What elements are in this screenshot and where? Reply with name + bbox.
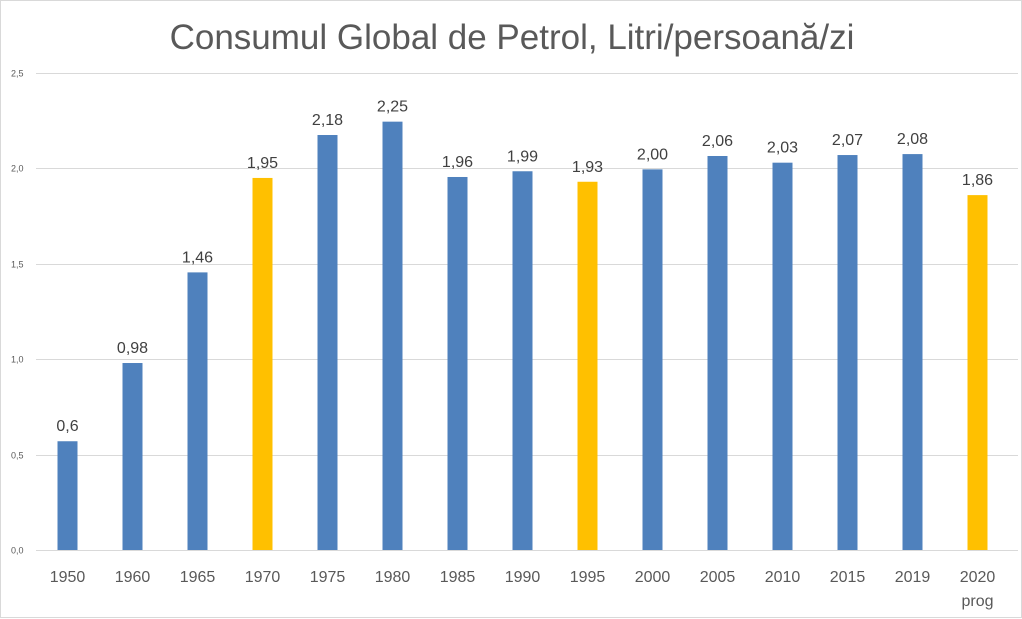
data-label: 2,06: [702, 133, 733, 150]
x-tick-label: 1965: [180, 569, 216, 586]
bar-2010: [772, 162, 793, 550]
x-tick-label: 1985: [440, 569, 476, 586]
data-label: 2,18: [312, 112, 343, 129]
x-tick-label: 1960: [115, 569, 151, 586]
data-labels: 0,6 0,98 1,46 1,95 2,18 2,25 1,96 1,99 1,93 2,00 2…: [56, 99, 993, 436]
x-tick-label: 2005: [700, 569, 736, 586]
data-label: 1,99: [507, 148, 538, 165]
bar-1965: [187, 272, 208, 550]
x-tick-label: 1975: [310, 569, 346, 586]
x-tick-label: 2000: [635, 569, 671, 586]
data-label: 2,07: [832, 132, 863, 149]
data-label: 2,25: [377, 99, 408, 116]
y-tick-label: 0,0: [11, 546, 24, 556]
x-tick-label: 1980: [375, 569, 411, 586]
bar-1980: [382, 121, 403, 551]
bar-1975: [317, 135, 338, 550]
bar-2019: [902, 154, 923, 550]
bar-1990: [512, 171, 533, 550]
y-axis-ticks: 0,0 0,5 1,0 1,5 2,0 2,5: [11, 69, 24, 556]
bar-1995: [577, 181, 598, 551]
data-label: 0,98: [117, 340, 148, 357]
y-tick-label: 0,5: [11, 451, 24, 461]
y-tick-label: 1,0: [11, 355, 24, 365]
bar-1960: [122, 363, 143, 550]
bar-1985: [447, 176, 468, 550]
data-label: 1,46: [182, 249, 213, 266]
y-tick-label: 2,0: [11, 164, 24, 174]
data-label: 2,08: [897, 131, 928, 148]
bar-2015: [837, 155, 858, 550]
data-label: 1,96: [442, 154, 473, 171]
x-tick-sublabel: prog: [961, 593, 993, 610]
x-axis-ticks: 1950 1960 1965 1970 1975 1980 1985 1990 1995 2000…: [50, 569, 996, 610]
chart-title: Consumul Global de Petrol, Litri/persoan…: [170, 18, 855, 57]
x-tick-label: 2015: [830, 569, 866, 586]
bar-1950: [57, 441, 78, 550]
x-tick-label: 1995: [570, 569, 606, 586]
x-tick-label: 2010: [765, 569, 801, 586]
x-tick-label: 1990: [505, 569, 541, 586]
bar-2000: [642, 169, 663, 550]
x-tick-label: 2019: [895, 569, 931, 586]
data-label: 1,86: [962, 172, 993, 189]
y-tick-label: 1,5: [11, 260, 24, 270]
x-tick-label: 1950: [50, 569, 86, 586]
data-label: 2,03: [767, 140, 798, 157]
data-label: 1,95: [247, 155, 278, 172]
bar-2020: [967, 195, 988, 550]
x-tick-label: 2020: [960, 569, 996, 586]
bar-1970: [252, 177, 273, 550]
data-label: 1,93: [572, 159, 603, 176]
data-label: 0,6: [56, 418, 78, 435]
data-label: 2,00: [637, 146, 668, 163]
x-tick-label: 1970: [245, 569, 281, 586]
y-tick-label: 2,5: [11, 69, 24, 79]
bars: [57, 121, 988, 551]
bar-2005: [707, 155, 728, 551]
